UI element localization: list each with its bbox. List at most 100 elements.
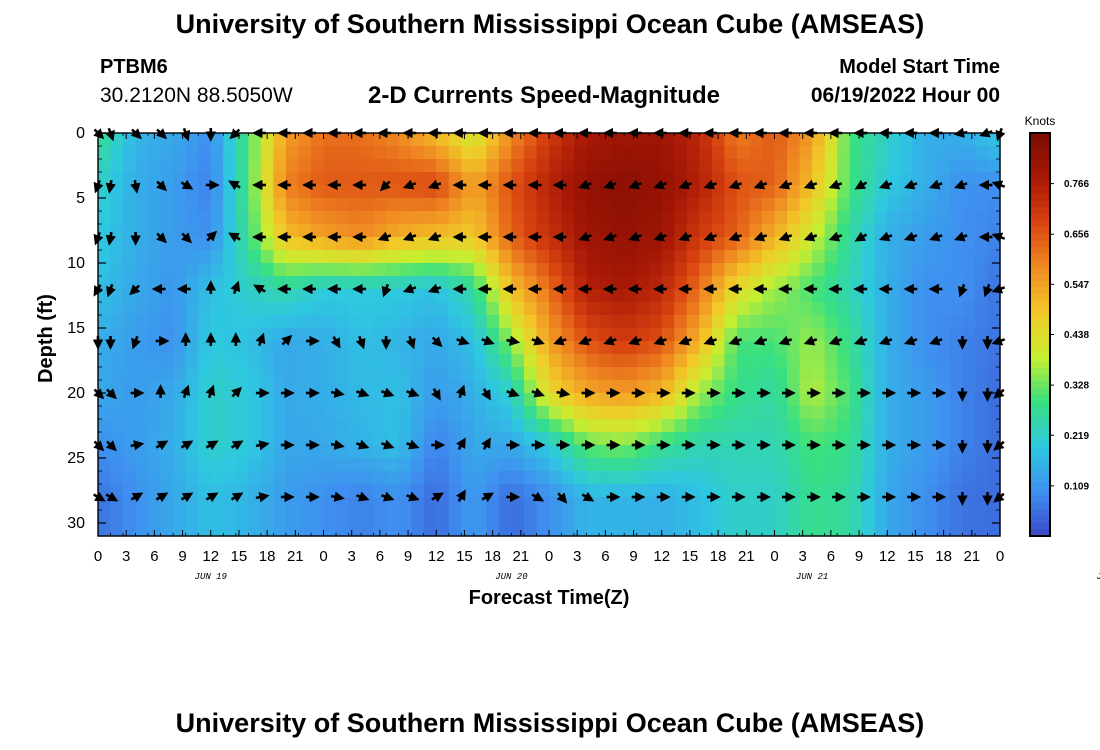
heatmap-cell (386, 367, 400, 381)
current-direction-arrow (878, 179, 893, 190)
heatmap-cell (774, 185, 788, 199)
heatmap-cell (135, 224, 149, 238)
heatmap-cell (887, 367, 901, 381)
heatmap-cell (348, 159, 362, 173)
heatmap-cell (974, 367, 989, 381)
heatmap-cell (749, 406, 763, 420)
heatmap-cell (962, 224, 976, 238)
heatmap-cell (148, 471, 162, 485)
heatmap-cell (285, 250, 300, 264)
heatmap-cell (549, 510, 563, 524)
heatmap-cell (837, 315, 851, 329)
heatmap-cell (799, 133, 813, 147)
heatmap-cell (523, 198, 538, 212)
heatmap-cell (498, 146, 513, 160)
heatmap-cell (611, 172, 625, 186)
heatmap-cell (812, 419, 826, 433)
heatmap-cell (561, 133, 575, 147)
heatmap-cell (173, 380, 187, 394)
heatmap-cell (473, 224, 487, 238)
heatmap-cell (924, 380, 938, 394)
x-tick-label: 0 (94, 548, 102, 565)
heatmap-cell (561, 159, 575, 173)
heatmap-cell (849, 328, 863, 342)
heatmap-cell (899, 315, 913, 329)
heatmap-cell (173, 289, 187, 303)
heatmap-cell (436, 146, 450, 160)
heatmap-cell (724, 328, 738, 342)
heatmap-cell (987, 328, 1001, 342)
heatmap-cell (235, 250, 249, 264)
heatmap-cell (185, 211, 199, 225)
colorbar-segment (1030, 314, 1050, 322)
current-direction-arrow (355, 335, 366, 350)
heatmap-cell (699, 393, 713, 407)
heatmap-cell (711, 159, 725, 173)
heatmap-cell (761, 198, 776, 212)
heatmap-cell (285, 146, 300, 160)
heatmap-cell (486, 237, 500, 251)
heatmap-cell (511, 185, 525, 199)
heatmap-cell (987, 484, 1001, 498)
heatmap-cell (624, 211, 638, 225)
heatmap-cell (273, 315, 287, 329)
heatmap-cell (210, 497, 224, 511)
heatmap-cell (561, 393, 575, 407)
heatmap-cell (511, 367, 525, 381)
heatmap-cell (849, 289, 863, 303)
x-tick-label: 6 (376, 548, 384, 565)
current-direction-arrow (380, 387, 395, 398)
current-direction-arrow (380, 491, 395, 502)
heatmap-cell (874, 445, 888, 459)
heatmap-cell (699, 484, 713, 498)
current-direction-arrow (506, 387, 520, 398)
heatmap-cell (148, 146, 162, 160)
heatmap-cell (736, 198, 751, 212)
heatmap-cell (699, 354, 713, 368)
heatmap-cell (398, 276, 412, 290)
current-direction-arrow (854, 231, 868, 242)
heatmap-cell (736, 328, 751, 342)
heatmap-cell (198, 484, 212, 498)
heatmap-cell (774, 432, 788, 446)
current-direction-arrow (703, 231, 718, 242)
heatmap-cell (123, 471, 137, 485)
heatmap-cell (386, 185, 400, 199)
heatmap-cell (310, 133, 325, 147)
heatmap-cell (661, 302, 675, 316)
heatmap-cell (323, 159, 337, 173)
heatmap-cell (611, 393, 625, 407)
heatmap-cell (674, 315, 688, 329)
heatmap-cell (636, 198, 650, 212)
heatmap-cell (699, 471, 713, 485)
heatmap-cell (962, 380, 976, 394)
heatmap-cell (799, 471, 813, 485)
heatmap-cell (523, 185, 538, 199)
heatmap-cell (98, 419, 112, 433)
heatmap-cell (223, 328, 237, 342)
heatmap-cell (248, 315, 262, 329)
heatmap-cell (448, 315, 462, 329)
heatmap-cell (674, 341, 688, 355)
colorbar-segment (1030, 206, 1050, 215)
heatmap-cell (473, 237, 487, 251)
heatmap-cell (749, 393, 763, 407)
heatmap-cell (599, 250, 613, 264)
heatmap-cell (298, 445, 312, 459)
heatmap-cell (235, 133, 249, 147)
heatmap-cell (361, 484, 375, 498)
heatmap-cell (373, 393, 387, 407)
heatmap-cell (223, 302, 237, 316)
heatmap-cell (473, 432, 487, 446)
heatmap-cell (486, 211, 500, 225)
heatmap-cell (574, 237, 588, 251)
heatmap-cell (787, 367, 801, 381)
heatmap-cell (486, 250, 500, 264)
heatmap-cell (511, 510, 525, 524)
heatmap-cell (498, 302, 513, 316)
heatmap-cell (223, 211, 237, 225)
heatmap-cell (198, 471, 212, 485)
heatmap-cell (98, 523, 112, 537)
heatmap-cell (436, 237, 450, 251)
heatmap-cell (523, 315, 538, 329)
